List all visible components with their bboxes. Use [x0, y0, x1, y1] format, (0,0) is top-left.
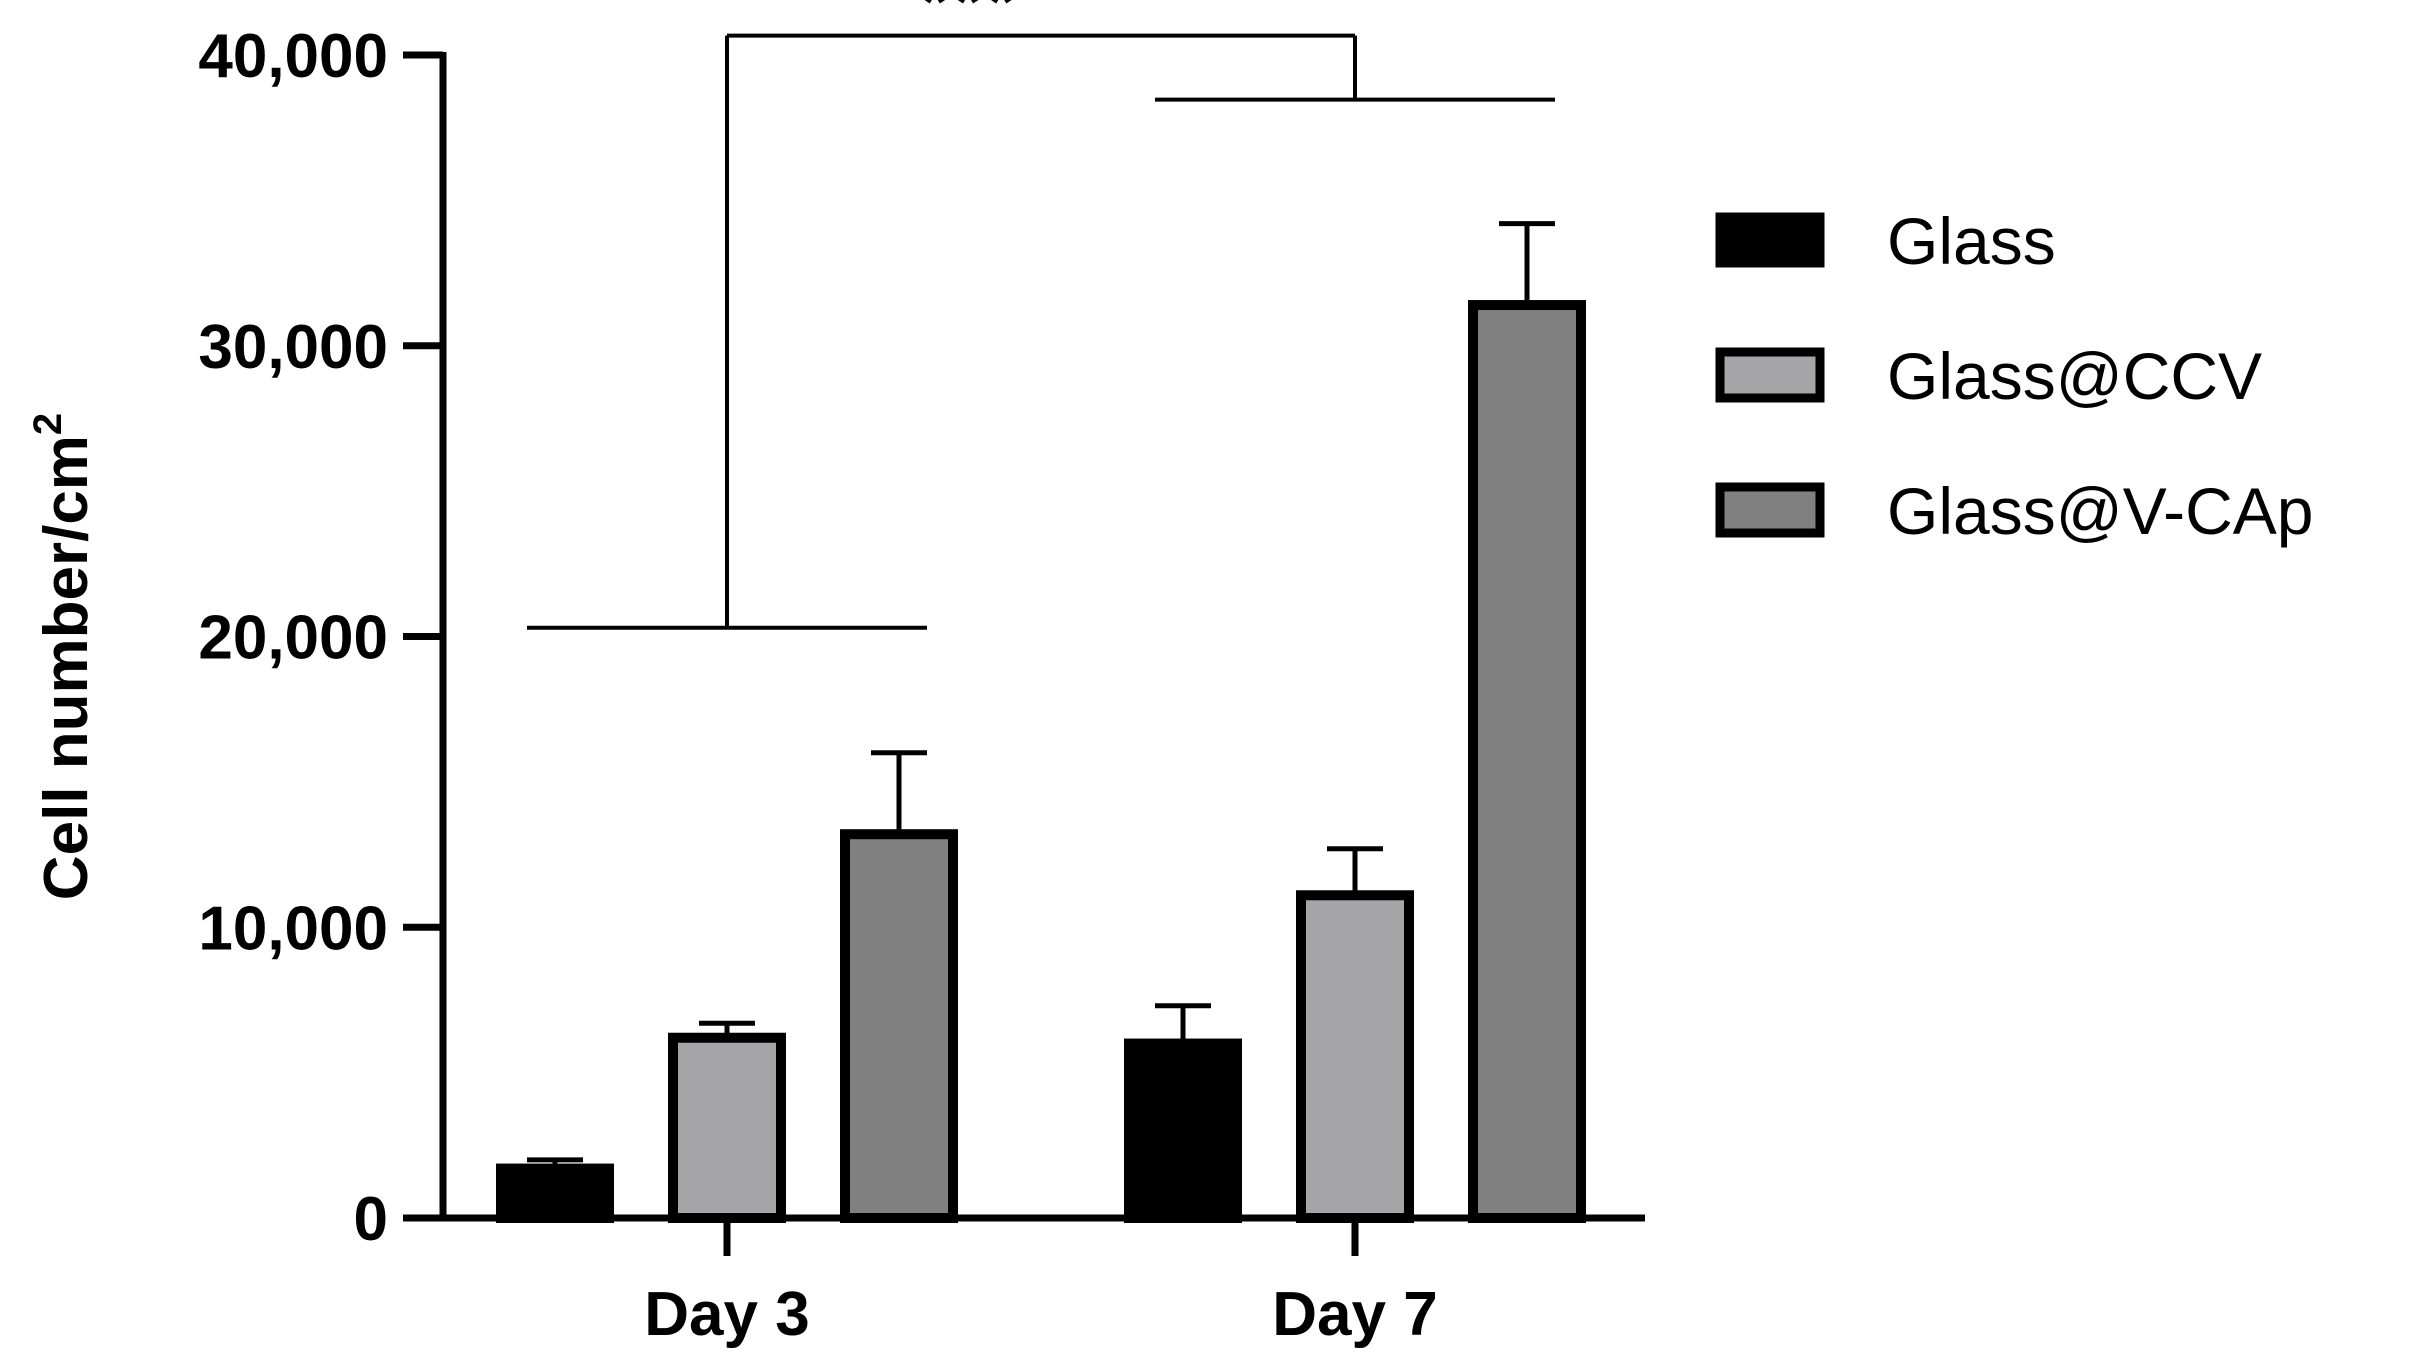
x-ticks-group: Day 3 Day 7: [644, 1218, 1438, 1349]
legend-swatch: [1715, 482, 1825, 538]
bar: [496, 1163, 614, 1224]
bar: [1468, 300, 1586, 1224]
y-tick-label: 30,000: [198, 313, 388, 382]
significance-brackets: ***: [527, 0, 1555, 630]
y-ticks-group: 0 10,000 20,000 30,000 40,000: [198, 22, 443, 1254]
legend-label: Glass@CCV: [1887, 339, 2262, 413]
bar: [840, 829, 958, 1224]
legend-swatch: [1715, 212, 1825, 268]
y-axis-label-text: Cell number/cm: [32, 435, 101, 900]
legend-label: Glass@V-CAp: [1887, 474, 2313, 548]
x-category-label: Day 7: [1272, 1280, 1437, 1349]
y-tick-label: 40,000: [198, 22, 388, 91]
legend-label: Glass: [1887, 204, 2056, 278]
x-category-label: Day 3: [644, 1280, 809, 1349]
legend: Glass Glass@CCV Glass@V-CAp: [1715, 204, 2313, 548]
y-tick-label: 0: [354, 1185, 388, 1254]
bar: [668, 1032, 786, 1223]
y-tick-label: 10,000: [198, 894, 388, 963]
bars-group: [496, 300, 1586, 1224]
error-bars-group: [527, 221, 1555, 1169]
legend-swatch: [1715, 347, 1825, 403]
axes-group: [439, 52, 1645, 1222]
bar: [1124, 1038, 1242, 1224]
y-tick-label: 20,000: [198, 604, 388, 673]
significance-label: ***: [921, 0, 1021, 41]
y-axis-label-superscript: 2: [26, 413, 70, 435]
bar: [1296, 890, 1414, 1224]
y-axis-label: Cell number/cm2: [26, 413, 101, 900]
